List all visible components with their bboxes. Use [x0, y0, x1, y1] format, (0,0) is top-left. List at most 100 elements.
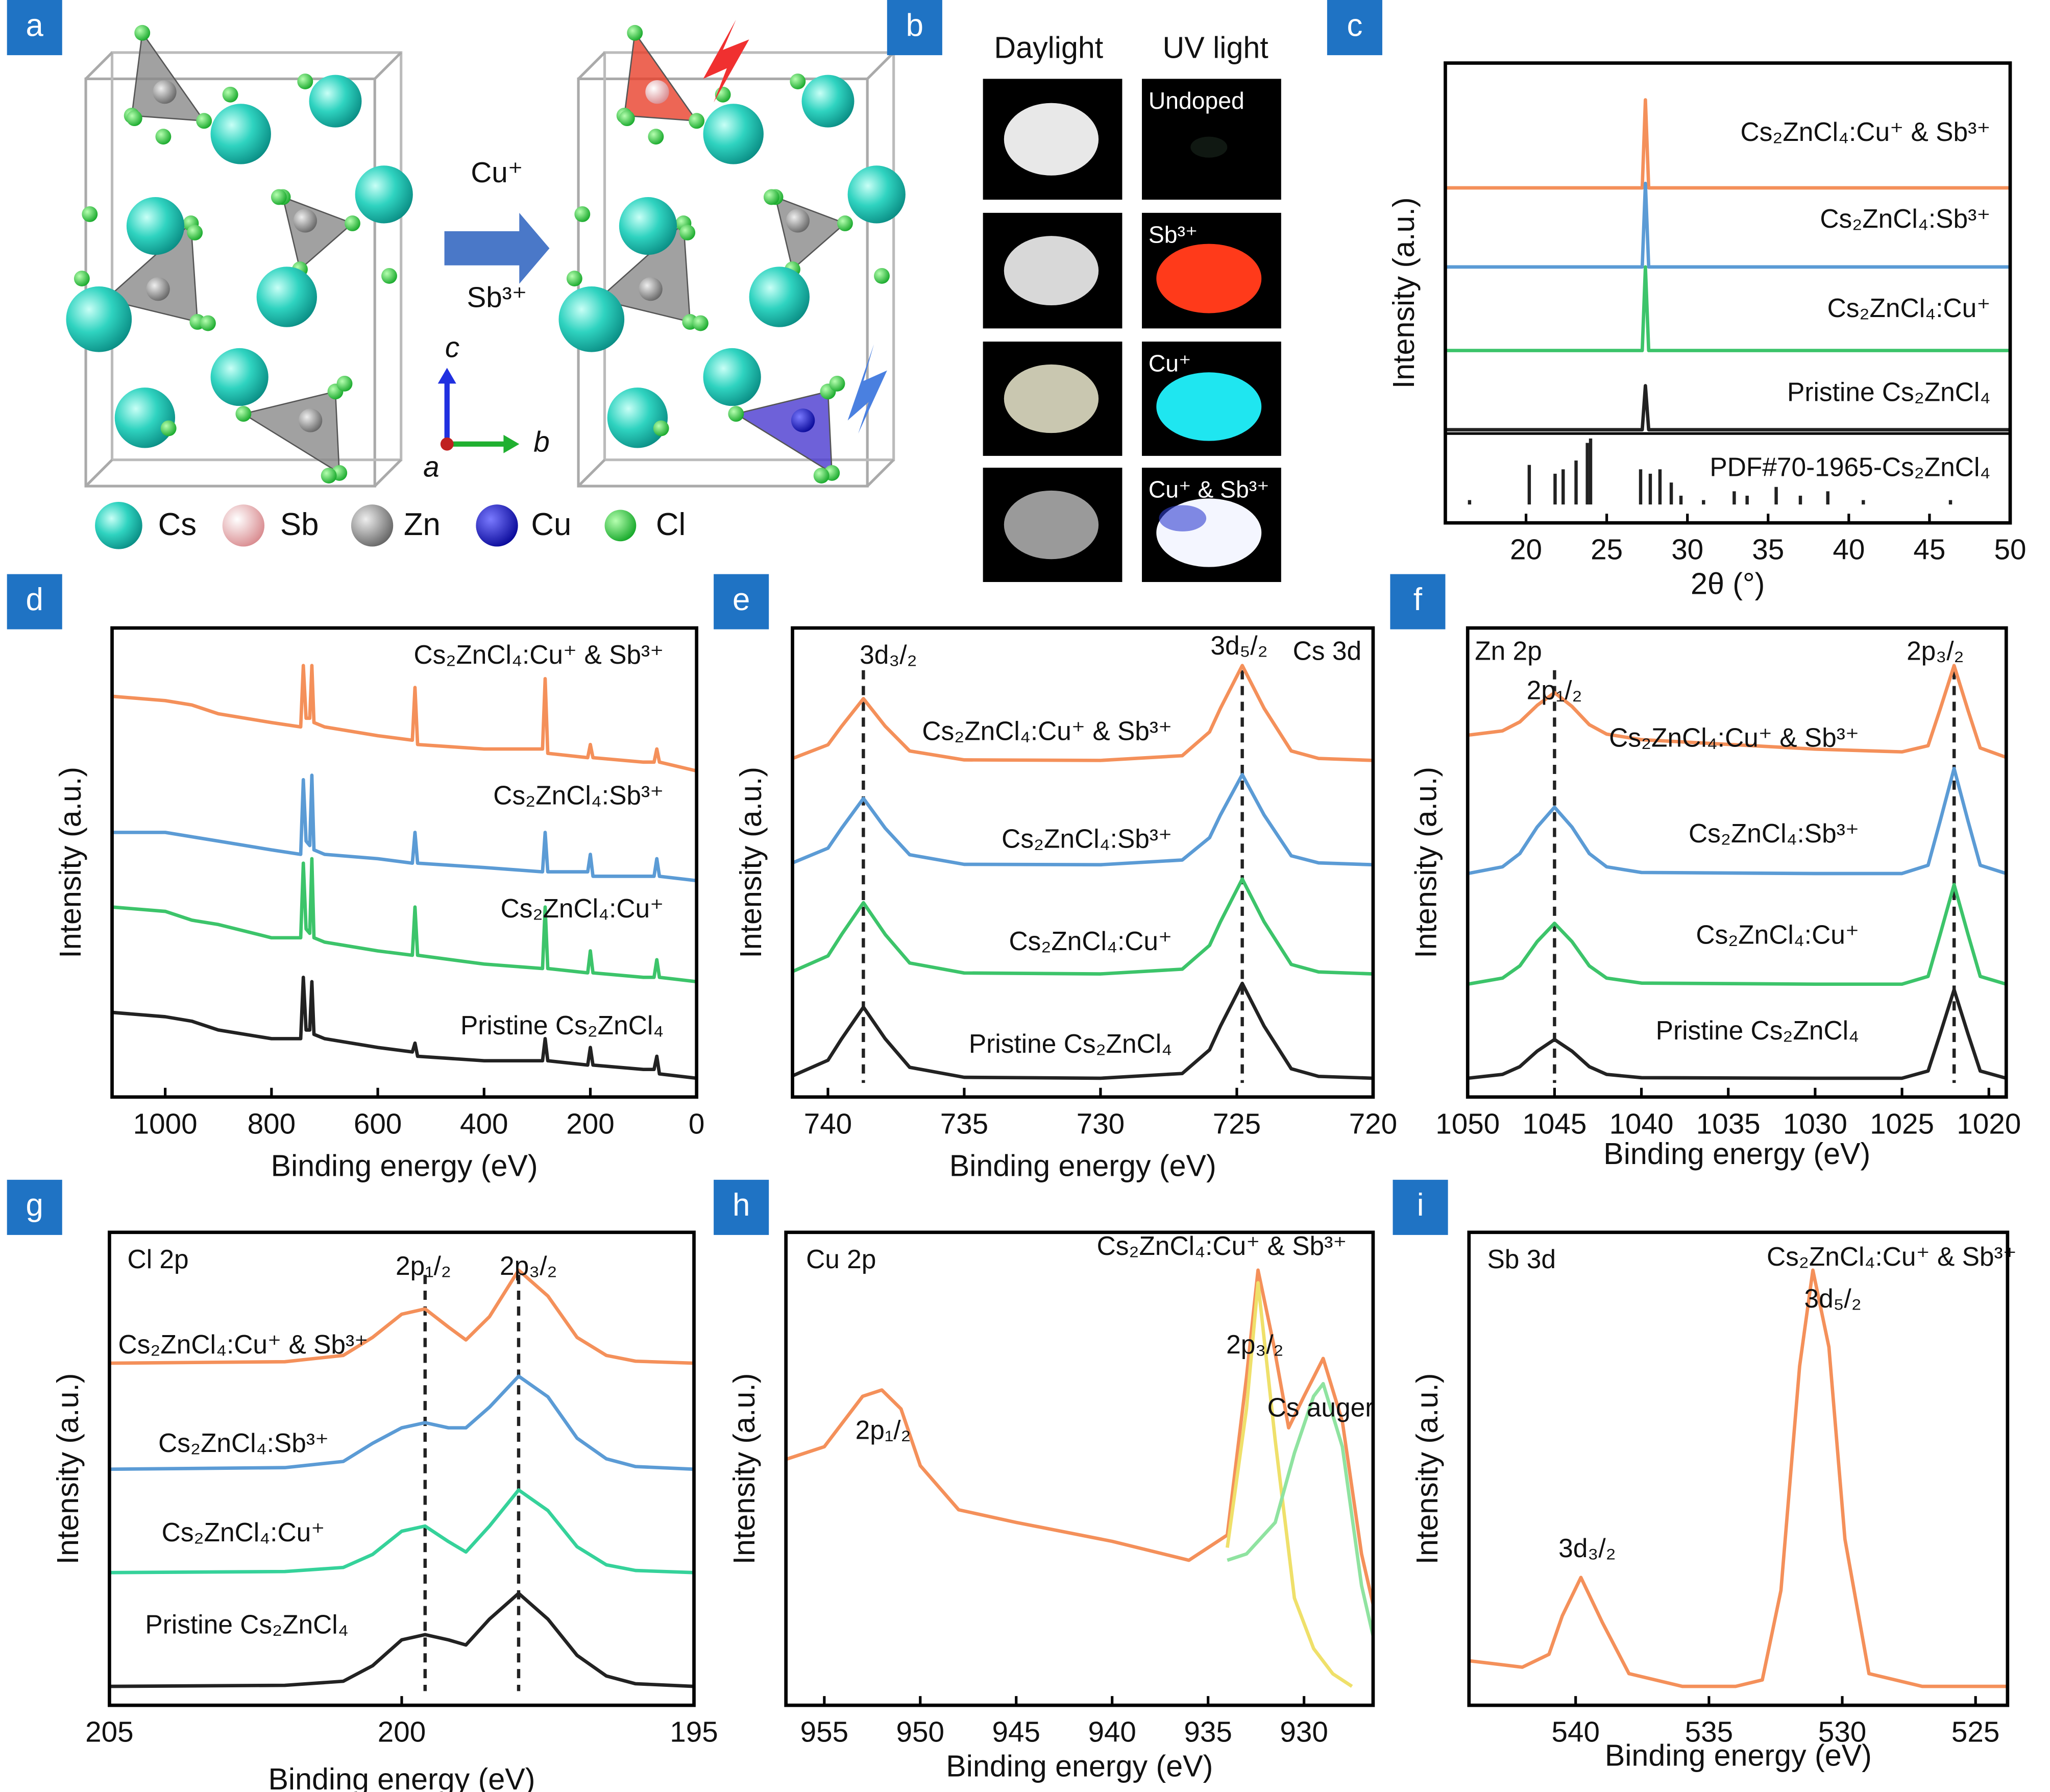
legend-label: Cl [656, 507, 686, 542]
series-label: Cs₂ZnCl₄:Cu⁺ [1696, 919, 1859, 949]
spectrum-line [1445, 181, 2010, 269]
legend-swatch [476, 504, 518, 547]
x-tick-label: 0 [689, 1107, 704, 1140]
atom-cs [703, 104, 764, 164]
annotation: Cl 2p [128, 1244, 189, 1274]
dopant-label: Cu⁺ [471, 156, 523, 188]
atom-cl [160, 420, 177, 437]
annotation: 2p₁/₂ [1527, 675, 1582, 705]
tetrahedron [131, 31, 206, 122]
spectrum-line [1467, 766, 2007, 876]
x-tick-label: 1040 [1609, 1107, 1674, 1140]
tetrahedron [282, 196, 354, 271]
legend-swatch [95, 502, 142, 549]
axis-label: a [423, 451, 439, 483]
panel-label-box [1393, 1179, 1448, 1235]
x-tick-label: 200 [566, 1107, 614, 1140]
x-tick-label: 525 [1951, 1716, 1999, 1748]
sample-label: Undoped [1149, 87, 1244, 114]
y-axis-label: Intensity (a.u.) [727, 1373, 761, 1565]
atom-cl [728, 406, 744, 422]
series-label: Cs₂ZnCl₄:Cu⁺ & Sb³⁺ [1741, 117, 1991, 147]
x-tick-label: 940 [1088, 1716, 1136, 1748]
series-label: Cs₂ZnCl₄:Cu⁺ & Sb³⁺ [413, 640, 664, 669]
atom-cl [813, 468, 829, 483]
x-tick-label: 1025 [1870, 1107, 1934, 1140]
atom-cl [222, 86, 238, 103]
series-label: Pristine Cs₂ZnCl₄ [460, 1010, 664, 1040]
cell-edge [866, 458, 895, 487]
x-tick-label: 30 [1671, 534, 1703, 566]
atom-cs [114, 388, 176, 448]
dopant-label: Sb³⁺ [467, 281, 527, 313]
panel-label-box [714, 574, 769, 629]
atom-cl [271, 189, 287, 205]
sample-glow [1156, 372, 1262, 441]
cell-edge [577, 52, 606, 80]
series-label: Cs₂ZnCl₄:Sb³⁺ [1820, 204, 1990, 233]
atom-cl [200, 315, 216, 331]
series-label: Pristine Cs₂ZnCl₄ [1656, 1015, 1859, 1045]
atom-cl [648, 129, 664, 145]
reaction-arrow [444, 212, 550, 284]
atom-cs [355, 165, 413, 224]
spectrum-line [792, 664, 1374, 762]
atom-cl [619, 110, 635, 127]
series-label: Cs₂ZnCl₄:Cu⁺ & Sb³⁺ [1609, 722, 1859, 752]
x-tick-label: 935 [1184, 1716, 1232, 1748]
panel-label: f [1413, 582, 1423, 617]
tetrahedron [774, 196, 846, 271]
spectrum-line [112, 664, 697, 773]
atom-cl [381, 268, 397, 284]
atom-cs [256, 267, 317, 327]
x-tick-label: 735 [940, 1107, 988, 1140]
legend-label: Cs [158, 507, 197, 542]
atom-cs [749, 267, 810, 327]
legend-label: Sb [280, 507, 319, 542]
legend-swatch [604, 510, 637, 542]
tetrahedron [596, 222, 691, 323]
series-label: Cs₂ZnCl₄:Cu⁺ [1009, 926, 1172, 956]
series-label: Pristine Cs₂ZnCl₄ [969, 1029, 1172, 1058]
x-tick-label: 955 [800, 1716, 848, 1748]
x-axis-label: Binding energy (eV) [946, 1749, 1213, 1783]
x-axis-label: 2θ (°) [1691, 566, 1765, 600]
series-label: Cs₂ZnCl₄:Sb³⁺ [1689, 818, 1859, 848]
y-axis-label: Intensity (a.u.) [1386, 197, 1421, 389]
y-axis-label: Intensity (a.u.) [53, 767, 87, 958]
atom-cl [187, 225, 203, 240]
cell-edge [374, 52, 402, 80]
plot-frame [791, 626, 1375, 1099]
atom-cs [210, 348, 269, 406]
x-tick-label: 1045 [1522, 1107, 1587, 1140]
atom-cs [703, 348, 761, 406]
x-tick-label: 40 [1833, 534, 1865, 566]
x-axis-label: Binding energy (eV) [271, 1148, 538, 1182]
atom-cl [74, 271, 90, 286]
x-tick-label: 45 [1913, 534, 1945, 566]
sample-glow [1156, 244, 1262, 313]
column-header: Daylight [994, 30, 1103, 64]
tetrahedron [104, 222, 199, 323]
series-label: Cs₂ZnCl₄:Cu⁺ [1827, 293, 1991, 323]
panel-label: b [906, 8, 923, 43]
spectrum-line [112, 857, 697, 984]
panel-label: g [26, 1188, 43, 1223]
annotation: 3d₃/₂ [1558, 1533, 1616, 1563]
axis-arrowhead [437, 368, 456, 384]
spectrum-line [1225, 1281, 1353, 1688]
panel-label-box [714, 1179, 769, 1235]
atom-cl [321, 468, 337, 483]
x-tick-label: 20 [1510, 534, 1542, 566]
panel-label: h [733, 1188, 750, 1223]
series-label: Cs₂ZnCl₄:Cu⁺ & Sb³⁺ [118, 1329, 368, 1359]
series-label: Cs₂ZnCl₄:Cu⁺ & Sb³⁺ [922, 716, 1172, 746]
legend-swatch [222, 504, 265, 547]
annotation: 3d₃/₂ [860, 640, 917, 669]
crystal-cell [558, 19, 906, 488]
annotation: Cu 2p [806, 1244, 876, 1274]
sample-label: Cu⁺ & Sb³⁺ [1149, 476, 1270, 503]
x-tick-label: 725 [1213, 1107, 1261, 1140]
emission-bolt [847, 344, 887, 434]
